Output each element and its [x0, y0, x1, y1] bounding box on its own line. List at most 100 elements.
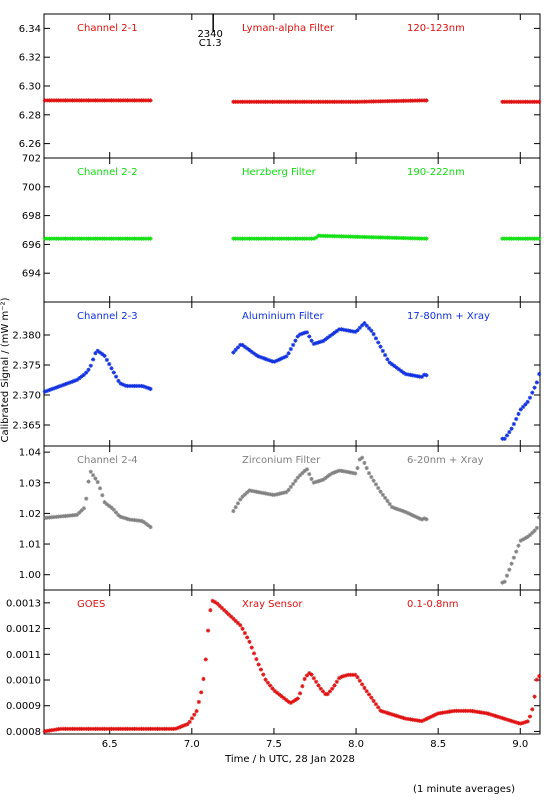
data-point — [291, 481, 296, 486]
data-point — [532, 694, 537, 699]
data-point — [376, 705, 381, 710]
data-point — [424, 98, 429, 103]
data-point — [251, 651, 257, 656]
data-point — [148, 386, 153, 392]
panel-label: Channel 2-1 — [77, 23, 138, 34]
data-point — [100, 493, 105, 498]
data-point — [314, 679, 319, 684]
data-point — [114, 374, 119, 379]
data-point — [327, 472, 333, 477]
data-point — [192, 712, 197, 717]
y-tick-label: 2.365 — [12, 421, 41, 432]
data-point — [74, 512, 80, 517]
data-point — [300, 684, 305, 689]
data-point — [295, 696, 300, 701]
footnote: (1 minute averages) — [413, 784, 515, 795]
y-tick-label: 0.0009 — [6, 701, 41, 712]
data-point — [366, 692, 372, 697]
data-point — [532, 528, 537, 533]
data-point — [330, 686, 335, 691]
y-tick-label: 698 — [22, 211, 41, 222]
data-point — [334, 679, 339, 684]
data-point — [194, 709, 199, 714]
data-point — [256, 662, 261, 667]
y-tick-label: 0.0011 — [6, 650, 41, 661]
panel-frame — [43, 301, 541, 447]
series-points — [42, 98, 542, 104]
data-point — [327, 689, 333, 694]
data-point — [187, 719, 192, 725]
data-point — [332, 683, 337, 688]
data-point — [371, 698, 376, 704]
data-point — [504, 433, 510, 438]
panel-label: 190-222nm — [407, 167, 465, 178]
data-point — [378, 489, 383, 494]
panel-label: Channel 2-2 — [77, 167, 138, 178]
data-point — [265, 680, 270, 685]
y-tick-label: 700 — [22, 182, 41, 193]
data-point — [281, 696, 287, 701]
data-point — [537, 371, 542, 377]
data-point — [527, 714, 533, 719]
data-point — [215, 601, 220, 606]
series-points — [42, 321, 542, 441]
data-point — [297, 691, 303, 696]
data-point — [380, 492, 385, 497]
data-point — [242, 630, 247, 636]
data-point — [534, 380, 539, 385]
data-point — [507, 567, 512, 572]
data-point — [320, 477, 326, 482]
y-tick-label: 1.01 — [19, 540, 41, 551]
chart-panels: 6.26 6.28 6.30 6.32 6.34 Channel 2-1 Lyman-alp… — [6, 13, 542, 738]
y-tick-label: 0.0010 — [6, 676, 41, 687]
data-point — [355, 675, 360, 680]
data-point — [84, 496, 89, 501]
data-point — [203, 657, 208, 662]
data-point — [86, 479, 91, 484]
data-point — [530, 390, 535, 395]
data-point — [91, 473, 96, 478]
data-point — [385, 498, 390, 504]
panel-p3: 2.365 2.370 2.375 2.380 Channel 2-3 Aluminium… — [12, 301, 542, 447]
data-point — [293, 478, 298, 483]
data-point — [366, 326, 372, 331]
x-tick-label: 7.0 — [184, 739, 200, 750]
data-point — [88, 469, 93, 474]
panel-label: 6-20nm + Xray — [407, 455, 484, 466]
y-tick-label: 0.0012 — [6, 624, 41, 635]
event-marker-label: 2340 — [197, 29, 222, 40]
data-point — [205, 628, 211, 633]
data-point — [116, 378, 121, 383]
data-point — [45, 236, 50, 241]
data-point — [424, 373, 429, 378]
data-point — [337, 676, 342, 681]
data-point — [100, 352, 105, 357]
data-point — [111, 370, 116, 375]
panel-label: 0.1-0.8nm — [407, 599, 459, 610]
data-point — [238, 497, 243, 502]
data-point — [258, 667, 264, 672]
data-point — [235, 501, 241, 506]
data-point — [309, 672, 314, 677]
data-point — [247, 348, 252, 353]
panel-label: 120-123nm — [407, 23, 465, 34]
panel-label: Lyman-alpha Filter — [242, 23, 335, 34]
data-point — [378, 344, 383, 349]
panel-label: Aluminium Filter — [242, 311, 325, 322]
data-point — [286, 351, 291, 356]
data-point — [107, 503, 112, 509]
data-point — [525, 719, 530, 724]
panel-label: Xray Sensor — [242, 599, 303, 610]
data-point — [231, 508, 236, 514]
panel-p5: 0.0008 0.0009 0.0010 0.0011 0.0012 0.0013 GOES… — [6, 589, 542, 738]
panel-p1: 6.26 6.28 6.30 6.32 6.34 Channel 2-1 Lyman-alp… — [19, 13, 542, 159]
data-point — [369, 328, 374, 333]
data-point — [502, 436, 507, 441]
data-point — [261, 672, 266, 677]
data-point — [371, 332, 376, 337]
data-point — [141, 519, 146, 525]
data-point — [424, 517, 429, 522]
data-point — [233, 505, 238, 510]
data-point — [387, 501, 392, 507]
